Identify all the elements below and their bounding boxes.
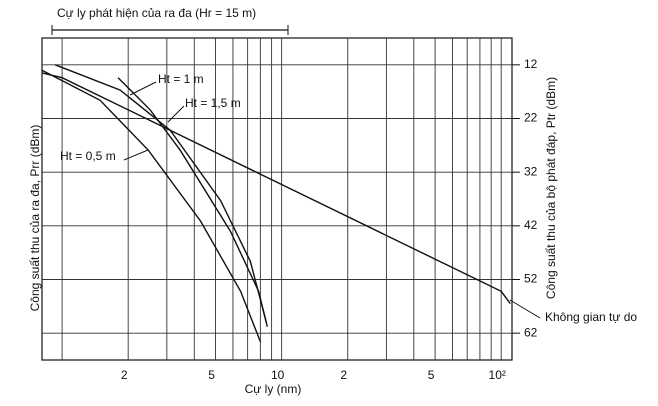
y2-tick-label: 52 (524, 272, 538, 286)
x-tick-label: 5 (428, 368, 435, 382)
x-tick-label: 10² (489, 368, 506, 382)
leader-line (167, 105, 185, 123)
leader-line (509, 299, 541, 319)
y2-tick-label: 62 (524, 325, 538, 339)
y2-tick-label: 32 (524, 164, 538, 178)
series-line (117, 77, 268, 327)
x-tick-label: 2 (340, 368, 347, 382)
y2-tick-label: 12 (524, 57, 538, 71)
x-tick-label: 10 (271, 368, 285, 382)
series-label: Ht = 0,5 m (60, 149, 116, 163)
leader-line (123, 149, 149, 161)
leader-line (129, 81, 157, 96)
x-tick-label: 2 (121, 368, 128, 382)
x-axis-label: Cự ly (nm) (245, 382, 302, 396)
y2-tick-label: 42 (524, 218, 538, 232)
plot-frame (41, 37, 513, 361)
chart-title: Cự ly phát hiện của ra đa (Hr = 15 m) (57, 6, 256, 20)
series-line (41, 72, 511, 305)
series-line (41, 69, 262, 343)
series-label: Ht = 1 m (158, 72, 204, 86)
series-label: Không gian tự do (545, 310, 637, 324)
x-tick-label: 5 (208, 368, 215, 382)
series-line (54, 64, 267, 322)
y-axis-label: Công suất thu của ra đa, Prr (dBm) (28, 125, 42, 312)
y2-axis-label: Công suất thu của bộ phát đáp, Ptr (dBm) (544, 77, 558, 299)
series-label: Ht = 1,5 m (185, 96, 241, 110)
y2-tick-label: 22 (524, 111, 538, 125)
